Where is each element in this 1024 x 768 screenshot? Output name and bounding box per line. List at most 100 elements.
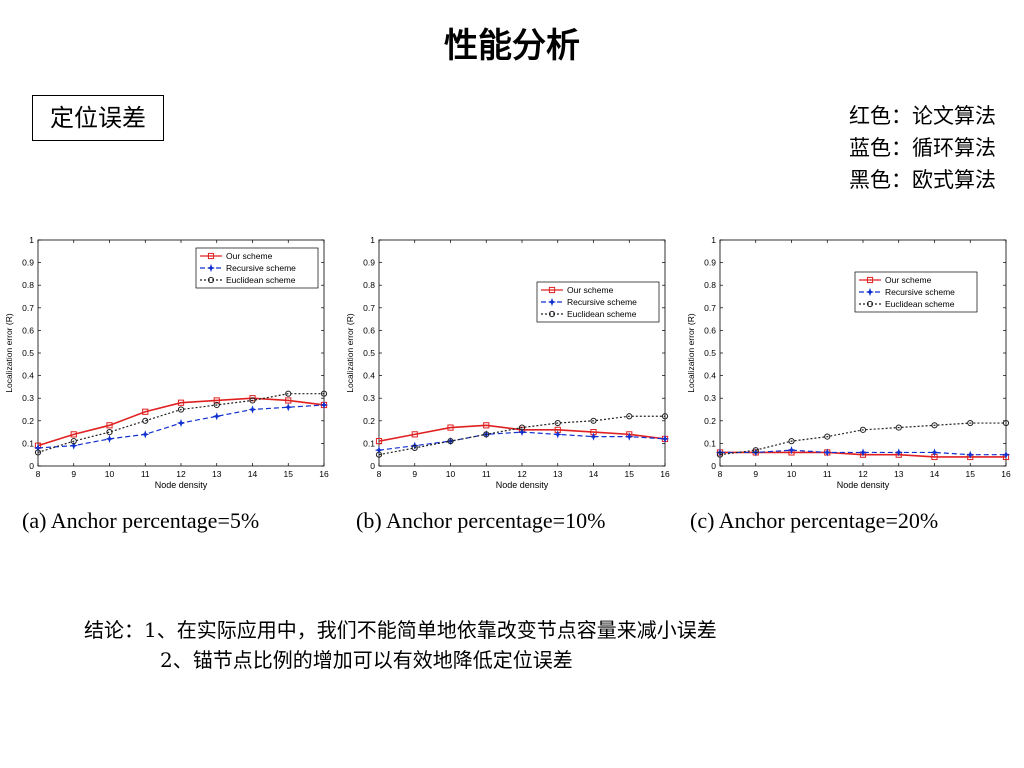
legend-label-recursive-scheme: Recursive scheme	[567, 297, 637, 307]
color-notes: 红色：论文算法 蓝色：循环算法 黑色：欧式算法	[849, 100, 996, 196]
x-tick-label: 8	[377, 469, 382, 479]
y-tick-label: 0.9	[363, 258, 375, 268]
legend-label-our-scheme: Our scheme	[226, 251, 273, 261]
data-point-recursive-scheme	[787, 446, 796, 455]
legend-label-euclidean-scheme: Euclidean scheme	[567, 309, 637, 319]
x-tick-label: 13	[212, 469, 222, 479]
y-tick-label: 0.1	[22, 438, 34, 448]
x-tick-label: 16	[319, 469, 329, 479]
data-point-recursive-scheme	[625, 432, 634, 441]
x-axis-label: Node density	[155, 480, 208, 490]
data-point-recursive-scheme	[894, 448, 903, 457]
y-tick-label: 1	[370, 235, 375, 245]
x-tick-label: 15	[625, 469, 635, 479]
chart-c: 0 0.1 0.2 0.3 0.4 0.5 0.6 0.7 0.8 0.9 1 8 9 10 11 12 13 1…	[682, 232, 1018, 497]
x-tick-label: 13	[553, 469, 563, 479]
x-tick-label: 8	[718, 469, 723, 479]
data-point-euclidean-scheme	[626, 413, 633, 420]
legend: Our scheme Recursive scheme Euclidean sche…	[195, 247, 319, 289]
x-tick-label: 14	[589, 469, 599, 479]
data-point-euclidean-scheme	[518, 424, 526, 431]
x-tick-label: 11	[482, 469, 491, 479]
data-point-recursive-scheme	[660, 434, 670, 443]
data-point-recursive-scheme	[33, 443, 43, 453]
legend-label-euclidean-scheme: Euclidean scheme	[885, 299, 955, 309]
series-euclidean-scheme	[34, 390, 328, 456]
x-tick-label: 14	[930, 469, 940, 479]
y-tick-label: 0	[29, 461, 34, 471]
data-point-euclidean-scheme	[1002, 419, 1010, 427]
color-note-blue: 蓝色：循环算法	[849, 136, 996, 160]
data-point-euclidean-scheme	[106, 429, 113, 436]
y-tick-label: 0.7	[704, 303, 716, 313]
data-point-recursive-scheme	[966, 450, 975, 459]
y-tick-label: 0.2	[704, 416, 716, 426]
data-point-euclidean-scheme	[661, 413, 669, 420]
data-point-our-scheme	[411, 431, 418, 438]
y-tick-label: 1	[711, 235, 716, 245]
data-point-euclidean-scheme	[249, 397, 256, 404]
data-point-euclidean-scheme	[177, 406, 185, 413]
data-point-our-scheme	[106, 422, 113, 429]
data-point-recursive-scheme	[823, 448, 832, 457]
x-tick-label: 15	[284, 469, 294, 479]
x-tick-label: 16	[660, 469, 670, 479]
chart-svg: 0 0.1 0.2 0.3 0.4 0.5 0.6 0.7 0.8 0.9 1 8 9 10 11 12 13 1…	[345, 235, 670, 490]
data-point-euclidean-scheme	[931, 422, 938, 429]
y-tick-label: 0.4	[22, 371, 34, 381]
y-axis-label: Localization error (R)	[686, 313, 696, 393]
x-tick-label: 11	[823, 469, 832, 479]
y-tick-label: 0.4	[363, 371, 375, 381]
chart-b: 0 0.1 0.2 0.3 0.4 0.5 0.6 0.7 0.8 0.9 1 8 9 10 11 12 13 1…	[341, 232, 677, 497]
caption-b: (b) Anchor percentage=10%	[356, 508, 606, 533]
legend-marker-our-scheme	[866, 276, 874, 284]
data-point-our-scheme	[447, 424, 454, 431]
y-tick-label: 0.6	[704, 325, 716, 335]
data-point-recursive-scheme	[284, 403, 293, 412]
data-point-euclidean-scheme	[285, 390, 292, 397]
legend: Our scheme Recursive scheme Euclidean sche…	[536, 281, 660, 323]
data-point-euclidean-scheme	[447, 438, 454, 445]
data-point-euclidean-scheme	[824, 433, 831, 440]
data-point-euclidean-scheme	[554, 419, 561, 427]
x-tick-label: 12	[517, 469, 527, 479]
data-point-recursive-scheme	[319, 400, 329, 410]
data-point-euclidean-scheme	[752, 447, 759, 454]
series-line-euclidean-scheme	[378, 415, 665, 456]
data-point-recursive-scheme	[1001, 450, 1011, 459]
x-tick-label: 12	[858, 469, 868, 479]
legend-marker-our-scheme	[207, 252, 215, 260]
conclusion-line-1: 结论：1、在实际应用中，我们不能简单地依靠改变节点容量来减小误差	[84, 618, 717, 642]
y-tick-label: 1	[29, 235, 34, 245]
y-tick-label: 0.1	[363, 438, 375, 448]
y-axis-label: Localization error (R)	[345, 313, 355, 393]
y-tick-label: 0	[370, 461, 375, 471]
data-point-our-scheme	[177, 399, 185, 406]
y-tick-label: 0.7	[363, 303, 375, 313]
series-recursive-scheme	[33, 400, 329, 453]
data-point-recursive-scheme	[589, 432, 598, 441]
legend-marker-recursive-scheme	[865, 287, 875, 297]
data-point-euclidean-scheme	[411, 444, 418, 452]
series-euclidean-scheme	[375, 413, 669, 458]
series-recursive-scheme	[374, 428, 670, 455]
caption-c: (c) Anchor percentage=20%	[690, 508, 939, 533]
data-point-euclidean-scheme	[142, 417, 149, 424]
series-line-euclidean-scheme	[719, 422, 1006, 456]
data-point-recursive-scheme	[248, 405, 257, 414]
y-tick-label: 0.5	[363, 348, 375, 358]
y-tick-label: 0.2	[363, 416, 375, 426]
x-tick-label: 8	[36, 469, 41, 479]
y-tick-label: 0	[711, 461, 716, 471]
legend-label-recursive-scheme: Recursive scheme	[226, 263, 296, 273]
series-line-euclidean-scheme	[37, 393, 324, 454]
chart-a: 0 0.1 0.2 0.3 0.4 0.5 0.6 0.7 0.8 0.9 1 8 9 10 11 12 13 1…	[0, 232, 336, 497]
y-tick-label: 0.9	[22, 258, 34, 268]
y-tick-label: 0.3	[363, 393, 375, 403]
x-tick-label: 9	[412, 469, 417, 479]
y-tick-label: 0.4	[704, 371, 716, 381]
x-tick-label: 9	[753, 469, 758, 479]
x-tick-label: 16	[1001, 469, 1011, 479]
data-point-recursive-scheme	[517, 428, 527, 437]
data-point-our-scheme	[70, 431, 77, 438]
